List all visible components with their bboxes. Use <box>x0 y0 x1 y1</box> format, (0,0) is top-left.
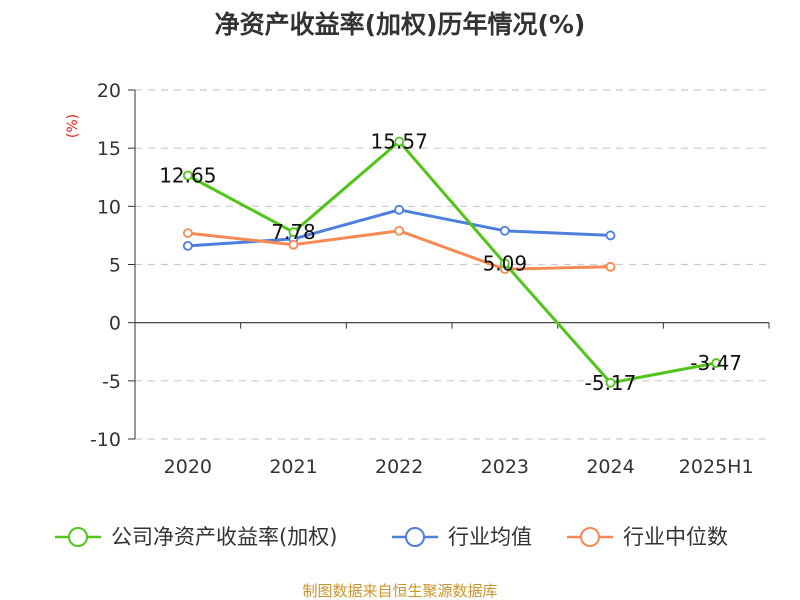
series-lines <box>182 136 722 388</box>
x-tick-label: 2025H1 <box>679 456 754 478</box>
data-label: 5.09 <box>483 251 528 275</box>
legend-label: 行业中位数 <box>623 525 728 549</box>
data-point <box>499 225 510 236</box>
data-point <box>499 258 510 269</box>
data-point <box>182 228 193 238</box>
data-label: 12.65 <box>159 164 216 188</box>
x-tick-label: 2020 <box>164 456 212 478</box>
legend-marker <box>405 527 425 547</box>
series-line-2 <box>187 229 611 271</box>
data-label: 7.78 <box>271 220 316 244</box>
data-point <box>711 358 722 368</box>
source-note: 制图数据来自恒生聚源数据库 <box>302 582 497 600</box>
data-labels: 12.65 7.78 15.57 5.09 -5.17 -3.47 <box>159 130 742 395</box>
y-tick-label: 20 <box>97 80 121 102</box>
data-point <box>182 240 193 251</box>
y-tick-label: 5 <box>109 255 121 277</box>
legend-marker <box>580 527 600 547</box>
x-tick-label: 2022 <box>375 456 423 478</box>
data-point <box>182 170 193 181</box>
y-tick-label: -5 <box>102 371 121 393</box>
axes <box>128 89 770 440</box>
x-tick-label: 2023 <box>481 456 529 478</box>
legend-marker <box>68 527 88 547</box>
legend-label: 行业均值 <box>448 525 532 549</box>
grid-lines <box>135 89 769 440</box>
legend-label: 公司净资产收益率(加权) <box>111 525 337 549</box>
data-label: 15.57 <box>371 130 428 154</box>
data-label: -5.17 <box>585 371 637 395</box>
legend: 公司净资产收益率(加权) 行业均值 行业中位数 <box>55 525 728 549</box>
y-tick-label: 0 <box>109 313 121 335</box>
tick-labels: 20 15 10 5 0 -5 -10 2020 2021 2022 2023 2024 2025H1 <box>90 80 754 478</box>
series-line-0 <box>187 140 717 385</box>
x-tick-label: 2024 <box>586 456 634 478</box>
data-point <box>288 227 299 238</box>
data-point <box>605 261 616 272</box>
data-point <box>288 239 299 250</box>
y-tick-label: 10 <box>97 196 121 218</box>
data-point <box>394 225 405 236</box>
chart-title: 净资产收益率(加权)历年情况(%) <box>215 10 586 39</box>
data-point <box>394 204 405 215</box>
x-tick-label: 2021 <box>269 456 317 478</box>
y-tick-label: 15 <box>97 138 121 160</box>
data-point <box>605 230 616 241</box>
data-label: -3.47 <box>690 351 742 375</box>
y-tick-label: -10 <box>90 429 121 451</box>
data-point <box>394 136 405 147</box>
data-point <box>605 377 616 388</box>
y-axis-unit: (%) <box>65 114 81 138</box>
